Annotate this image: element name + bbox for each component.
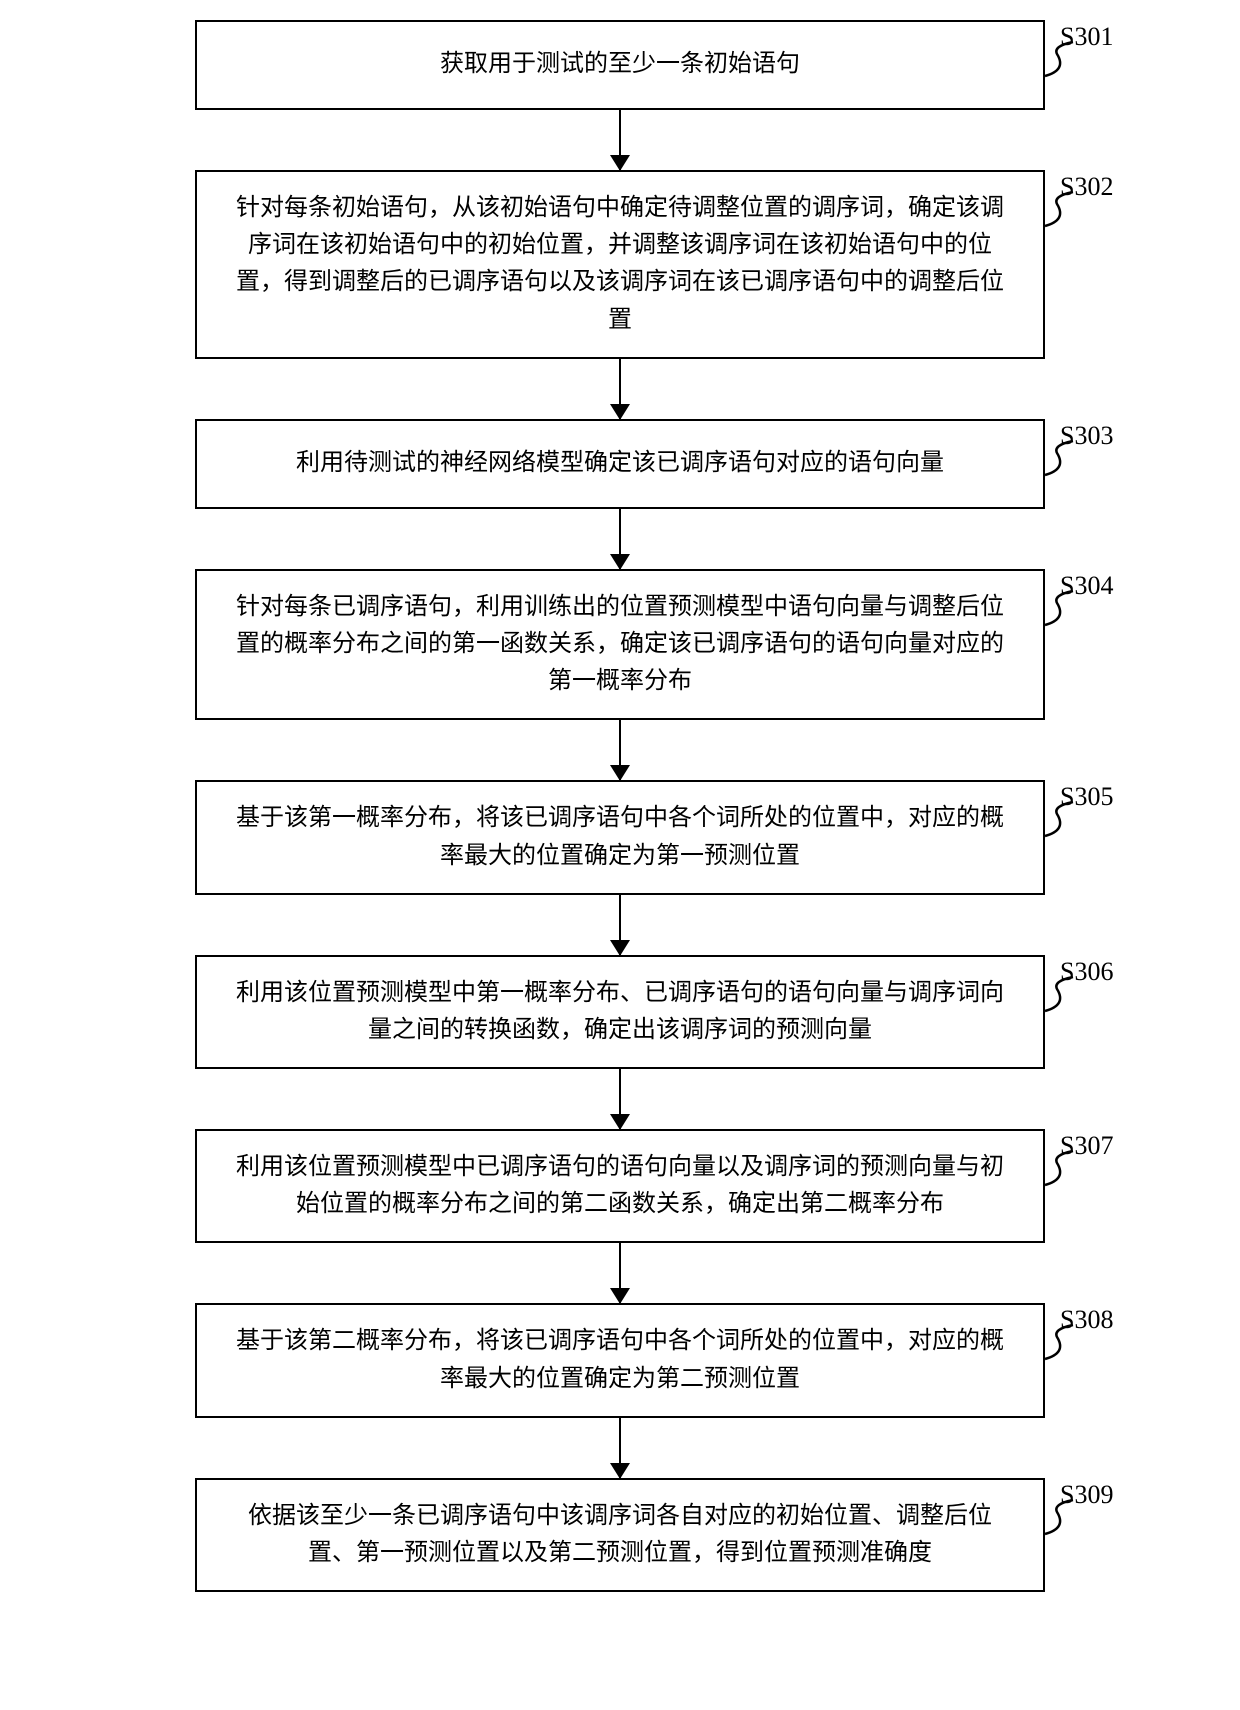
step-label: S307 <box>1060 1131 1113 1161</box>
step-text: 针对每条已调序语句，利用训练出的位置预测模型中语句向量与调整后位置的概率分布之间… <box>225 589 1015 701</box>
flowchart-container: 获取用于测试的至少一条初始语句 S301 针对每条初始语句，从该初始语句中确定待… <box>0 20 1240 1592</box>
arrow <box>619 359 621 419</box>
step-box: 依据该至少一条已调序语句中该调序词各自对应的初始位置、调整后位置、第一预测位置以… <box>195 1478 1045 1592</box>
arrow <box>619 509 621 569</box>
step-text: 依据该至少一条已调序语句中该调序词各自对应的初始位置、调整后位置、第一预测位置以… <box>225 1498 1015 1572</box>
step-box: 基于该第二概率分布，将该已调序语句中各个词所处的位置中，对应的概率最大的位置确定… <box>195 1303 1045 1417</box>
step-label: S309 <box>1060 1480 1113 1510</box>
step-s308: 基于该第二概率分布，将该已调序语句中各个词所处的位置中，对应的概率最大的位置确定… <box>0 1303 1240 1417</box>
step-label: S306 <box>1060 957 1113 987</box>
step-text: 针对每条初始语句，从该初始语句中确定待调整位置的调序词，确定该调序词在该初始语句… <box>225 190 1015 339</box>
step-box: 利用该位置预测模型中第一概率分布、已调序语句的语句向量与调序词向量之间的转换函数… <box>195 955 1045 1069</box>
step-box: 基于该第一概率分布，将该已调序语句中各个词所处的位置中，对应的概率最大的位置确定… <box>195 780 1045 894</box>
step-box: 针对每条已调序语句，利用训练出的位置预测模型中语句向量与调整后位置的概率分布之间… <box>195 569 1045 721</box>
step-text: 利用该位置预测模型中已调序语句的语句向量以及调序词的预测向量与初始位置的概率分布… <box>225 1149 1015 1223</box>
arrow <box>619 720 621 780</box>
step-s304: 针对每条已调序语句，利用训练出的位置预测模型中语句向量与调整后位置的概率分布之间… <box>0 569 1240 721</box>
step-text: 基于该第一概率分布，将该已调序语句中各个词所处的位置中，对应的概率最大的位置确定… <box>225 800 1015 874</box>
step-s301: 获取用于测试的至少一条初始语句 S301 <box>0 20 1240 110</box>
step-box: 利用待测试的神经网络模型确定该已调序语句对应的语句向量 <box>195 419 1045 509</box>
step-s306: 利用该位置预测模型中第一概率分布、已调序语句的语句向量与调序词向量之间的转换函数… <box>0 955 1240 1069</box>
step-label: S303 <box>1060 421 1113 451</box>
step-text: 利用待测试的神经网络模型确定该已调序语句对应的语句向量 <box>296 445 944 482</box>
step-label: S305 <box>1060 782 1113 812</box>
step-box: 利用该位置预测模型中已调序语句的语句向量以及调序词的预测向量与初始位置的概率分布… <box>195 1129 1045 1243</box>
step-label: S308 <box>1060 1305 1113 1335</box>
step-s302: 针对每条初始语句，从该初始语句中确定待调整位置的调序词，确定该调序词在该初始语句… <box>0 170 1240 359</box>
arrow <box>619 1418 621 1478</box>
step-text: 获取用于测试的至少一条初始语句 <box>440 46 800 83</box>
step-s305: 基于该第一概率分布，将该已调序语句中各个词所处的位置中，对应的概率最大的位置确定… <box>0 780 1240 894</box>
step-label: S301 <box>1060 22 1113 52</box>
step-box: 针对每条初始语句，从该初始语句中确定待调整位置的调序词，确定该调序词在该初始语句… <box>195 170 1045 359</box>
step-s309: 依据该至少一条已调序语句中该调序词各自对应的初始位置、调整后位置、第一预测位置以… <box>0 1478 1240 1592</box>
arrow <box>619 1069 621 1129</box>
step-text: 基于该第二概率分布，将该已调序语句中各个词所处的位置中，对应的概率最大的位置确定… <box>225 1323 1015 1397</box>
arrow <box>619 1243 621 1303</box>
arrow <box>619 895 621 955</box>
step-label: S302 <box>1060 172 1113 202</box>
step-s303: 利用待测试的神经网络模型确定该已调序语句对应的语句向量 S303 <box>0 419 1240 509</box>
step-box: 获取用于测试的至少一条初始语句 <box>195 20 1045 110</box>
step-s307: 利用该位置预测模型中已调序语句的语句向量以及调序词的预测向量与初始位置的概率分布… <box>0 1129 1240 1243</box>
arrow <box>619 110 621 170</box>
step-text: 利用该位置预测模型中第一概率分布、已调序语句的语句向量与调序词向量之间的转换函数… <box>225 975 1015 1049</box>
step-label: S304 <box>1060 571 1113 601</box>
